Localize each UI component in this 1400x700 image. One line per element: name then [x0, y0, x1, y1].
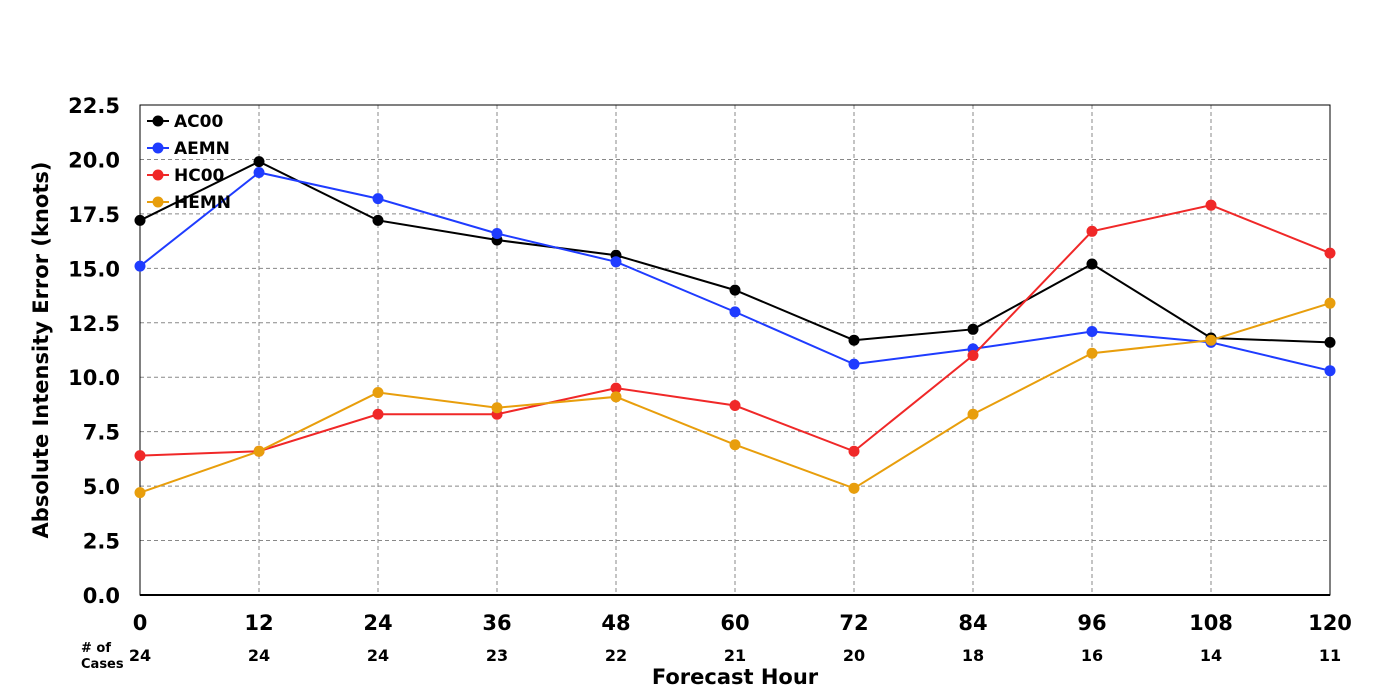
- case-count: 24: [248, 646, 270, 665]
- data-point-ac00: [253, 156, 265, 168]
- y-tick-labels: 0.0 2.5 5.0 7.5 10.0 12.5 15.0 17.5 20.0 22.5: [68, 94, 120, 608]
- x-tick-label: 84: [958, 611, 987, 635]
- case-count: 24: [129, 646, 151, 665]
- y-tick-label: 0.0: [83, 584, 120, 608]
- data-point-hemn: [967, 408, 979, 420]
- cases-label-line2: Cases: [81, 657, 124, 672]
- series-lines: [134, 156, 1336, 499]
- legend-swatch-marker: [152, 115, 164, 127]
- grid-lines: [140, 105, 1330, 595]
- data-point-hemn: [729, 439, 741, 451]
- case-count: 21: [724, 646, 746, 665]
- case-count: 18: [962, 646, 984, 665]
- data-point-aemn: [729, 306, 741, 318]
- x-axis-title: Forecast Hour: [652, 665, 819, 689]
- legend-item-ac00: AC00: [147, 112, 223, 132]
- case-count: 24: [367, 646, 389, 665]
- x-tick-label: 72: [839, 611, 868, 635]
- data-point-aemn: [253, 167, 265, 179]
- legend-label: AC00: [174, 112, 223, 132]
- case-count: 22: [605, 646, 627, 665]
- data-point-ac00: [134, 214, 146, 226]
- legend-item-hc00: HC00: [147, 166, 225, 186]
- data-point-hc00: [610, 382, 622, 394]
- data-point-aemn: [491, 227, 503, 239]
- case-count: 16: [1081, 646, 1103, 665]
- data-point-ac00: [967, 323, 979, 335]
- data-point-hemn: [372, 386, 384, 398]
- data-point-aemn: [372, 193, 384, 205]
- legend-label: HC00: [174, 166, 225, 186]
- data-point-hemn: [610, 391, 622, 403]
- data-point-hc00: [967, 349, 979, 361]
- data-point-aemn: [134, 260, 146, 272]
- legend-label: AEMN: [174, 139, 230, 159]
- y-tick-label: 12.5: [68, 312, 120, 336]
- legend-swatch-marker: [152, 196, 164, 208]
- data-point-aemn: [1324, 365, 1336, 377]
- y-tick-label: 17.5: [68, 203, 120, 227]
- series-hemn: [134, 297, 1336, 499]
- x-tick-label: 0: [133, 611, 148, 635]
- y-tick-label: 10.0: [68, 366, 120, 390]
- x-tick-label: 60: [720, 611, 749, 635]
- x-tick-labels: 0 12 24 36 48 60 72 84 96 108 120: [133, 611, 1352, 635]
- case-count: 20: [843, 646, 865, 665]
- data-point-aemn: [610, 256, 622, 268]
- data-point-hc00: [1205, 199, 1217, 211]
- x-tick-label: 96: [1077, 611, 1106, 635]
- data-point-ac00: [1086, 258, 1098, 270]
- case-counts: 24 24 24 23 22 21 20 18 16 14 11: [129, 646, 1341, 665]
- data-point-hc00: [372, 408, 384, 420]
- legend-item-hemn: HEMN: [147, 193, 231, 213]
- case-count: 23: [486, 646, 508, 665]
- data-point-hc00: [1324, 247, 1336, 259]
- legend-label: HEMN: [174, 193, 231, 213]
- data-point-ac00: [1324, 336, 1336, 348]
- data-point-hc00: [134, 450, 146, 462]
- x-tick-label: 24: [363, 611, 392, 635]
- data-point-hemn: [1205, 334, 1217, 346]
- series-line-aemn: [139, 171, 1331, 372]
- legend-swatch-marker: [152, 142, 164, 154]
- data-point-ac00: [848, 334, 860, 346]
- data-point-ac00: [372, 214, 384, 226]
- data-point-aemn: [848, 358, 860, 370]
- data-point-hemn: [1086, 347, 1098, 359]
- x-tick-label: 36: [482, 611, 511, 635]
- data-point-hc00: [1086, 225, 1098, 237]
- data-point-aemn: [1086, 325, 1098, 337]
- data-point-hc00: [848, 445, 860, 457]
- legend-swatch-marker: [152, 169, 164, 181]
- x-tick-label: 12: [244, 611, 273, 635]
- x-tick-label: 120: [1308, 611, 1352, 635]
- y-tick-label: 5.0: [83, 475, 120, 499]
- y-tick-label: 22.5: [68, 94, 120, 118]
- y-axis-title: Absolute Intensity Error (knots): [29, 162, 53, 539]
- x-tick-label: 108: [1189, 611, 1233, 635]
- data-point-hemn: [134, 487, 146, 499]
- data-point-ac00: [729, 284, 741, 296]
- data-point-hemn: [848, 482, 860, 494]
- case-count: 11: [1319, 646, 1341, 665]
- case-count: 14: [1200, 646, 1222, 665]
- data-point-hemn: [1324, 297, 1336, 309]
- data-point-hc00: [729, 400, 741, 412]
- x-tick-label: 48: [601, 611, 630, 635]
- y-tick-label: 15.0: [68, 257, 120, 281]
- legend: AC00 AEMN HC00 HEMN: [147, 112, 231, 213]
- legend-item-aemn: AEMN: [147, 139, 230, 159]
- data-point-hemn: [491, 402, 503, 414]
- y-tick-label: 20.0: [68, 148, 120, 172]
- y-tick-label: 7.5: [83, 421, 120, 445]
- y-tick-label: 2.5: [83, 530, 120, 554]
- data-point-hemn: [253, 445, 265, 457]
- cases-label-line1: # of: [81, 641, 111, 656]
